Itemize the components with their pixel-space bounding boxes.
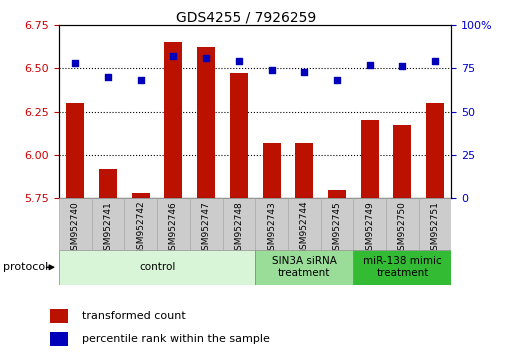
Bar [288,198,321,250]
Text: SIN3A siRNA
treatment: SIN3A siRNA treatment [272,256,337,279]
Bar [426,103,444,198]
Bar [361,120,379,198]
Point [267,67,275,73]
Text: control: control [139,262,175,272]
Text: GSM952750: GSM952750 [398,201,407,256]
Bar [353,250,451,285]
Point [431,58,439,64]
Bar [59,198,92,250]
Bar [50,332,68,346]
Text: GSM952751: GSM952751 [430,201,440,256]
Bar [230,73,248,198]
Point [366,62,374,68]
Text: miR-138 mimic
treatment: miR-138 mimic treatment [363,256,442,279]
Bar [263,143,281,198]
Bar [255,198,288,250]
Bar [124,198,157,250]
Text: percentile rank within the sample: percentile rank within the sample [82,334,269,344]
Bar [419,198,451,250]
Text: transformed count: transformed count [82,311,185,321]
Bar [255,250,353,285]
Text: GDS4255 / 7926259: GDS4255 / 7926259 [176,11,317,25]
Bar [393,125,411,198]
Text: GSM952740: GSM952740 [71,201,80,256]
Point [136,78,145,83]
Bar [223,198,255,250]
Text: GSM952749: GSM952749 [365,201,374,256]
Text: GSM952746: GSM952746 [169,201,178,256]
Bar [59,250,255,285]
Bar [321,198,353,250]
Text: GSM952747: GSM952747 [202,201,211,256]
Bar [328,190,346,198]
Point [202,55,210,61]
Bar [295,143,313,198]
Bar [190,198,223,250]
Bar [66,103,84,198]
Bar [353,198,386,250]
Text: protocol: protocol [3,262,48,272]
Text: GSM952743: GSM952743 [267,201,276,256]
Point [398,64,406,69]
Point [300,69,308,74]
Point [235,58,243,64]
Text: GSM952744: GSM952744 [300,201,309,256]
Bar [197,47,215,198]
Text: GSM952741: GSM952741 [104,201,112,256]
Point [169,53,177,59]
Bar [99,169,117,198]
Bar [386,198,419,250]
Point [333,78,341,83]
Point [104,74,112,80]
Text: GSM952748: GSM952748 [234,201,243,256]
Text: GSM952745: GSM952745 [332,201,342,256]
Bar [157,198,190,250]
Bar [92,198,125,250]
Bar [165,42,183,198]
Bar [132,193,150,198]
Bar [50,309,68,323]
Text: GSM952742: GSM952742 [136,201,145,256]
Point [71,60,80,66]
